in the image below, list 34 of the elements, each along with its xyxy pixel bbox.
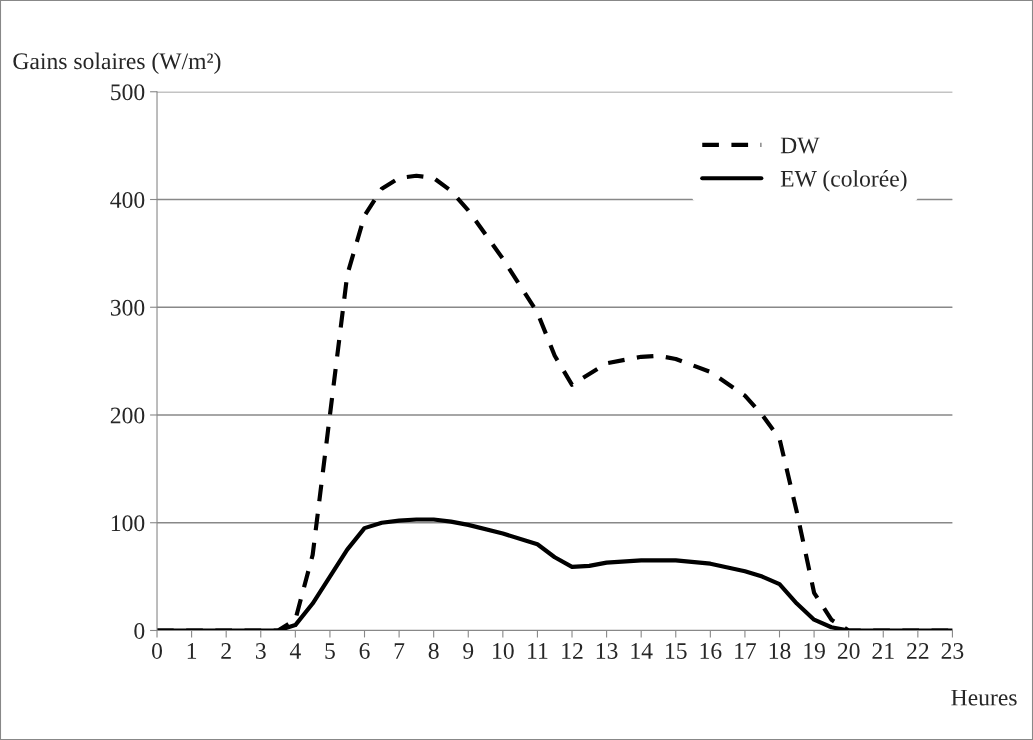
- y-tick-label: 100: [111, 515, 145, 532]
- x-tick-label: 7: [394, 643, 405, 659]
- y-tick-label: 200: [110, 407, 145, 424]
- y-axis-title: Gains solaires (W/m²): [13, 52, 221, 74]
- y-tick-label: 400: [110, 191, 145, 208]
- x-tick-label: 16: [700, 643, 722, 659]
- legend-label: EW (colorée): [780, 170, 907, 192]
- x-tick-label: 5: [325, 643, 335, 659]
- x-tick-label: 18: [769, 642, 791, 659]
- x-tick-label: 22: [907, 643, 929, 659]
- x-tick-label: 20: [837, 642, 860, 659]
- x-tick-label: 0: [152, 642, 163, 659]
- y-tick-label: 500: [111, 84, 145, 101]
- x-tick-label: 13: [596, 643, 618, 659]
- x-tick-label: 3: [255, 643, 266, 659]
- x-tick-label: 21: [872, 643, 894, 659]
- x-tick-label: 10: [493, 642, 514, 659]
- x-tick-label: 1: [187, 643, 197, 659]
- x-tick-label: 19: [804, 643, 825, 659]
- x-tick-label: 9: [463, 643, 474, 659]
- x-tick-label: 6: [359, 643, 370, 659]
- x-tick-label: 15: [666, 643, 687, 659]
- legend-label: DW: [780, 137, 820, 154]
- x-tick-label: 17: [735, 643, 757, 659]
- x-axis-title: Heures: [951, 689, 1017, 706]
- x-tick-label: 4: [289, 643, 301, 659]
- x-tick-label: 11: [528, 643, 548, 659]
- x-tick-label: 12: [562, 643, 583, 659]
- y-tick-label: 300: [110, 299, 145, 316]
- x-tick-label: 23: [941, 643, 964, 659]
- y-tick-label: 0: [134, 622, 145, 639]
- x-tick-label: 14: [631, 643, 653, 659]
- x-tick-label: 8: [428, 642, 439, 659]
- x-tick-label: 2: [221, 643, 231, 659]
